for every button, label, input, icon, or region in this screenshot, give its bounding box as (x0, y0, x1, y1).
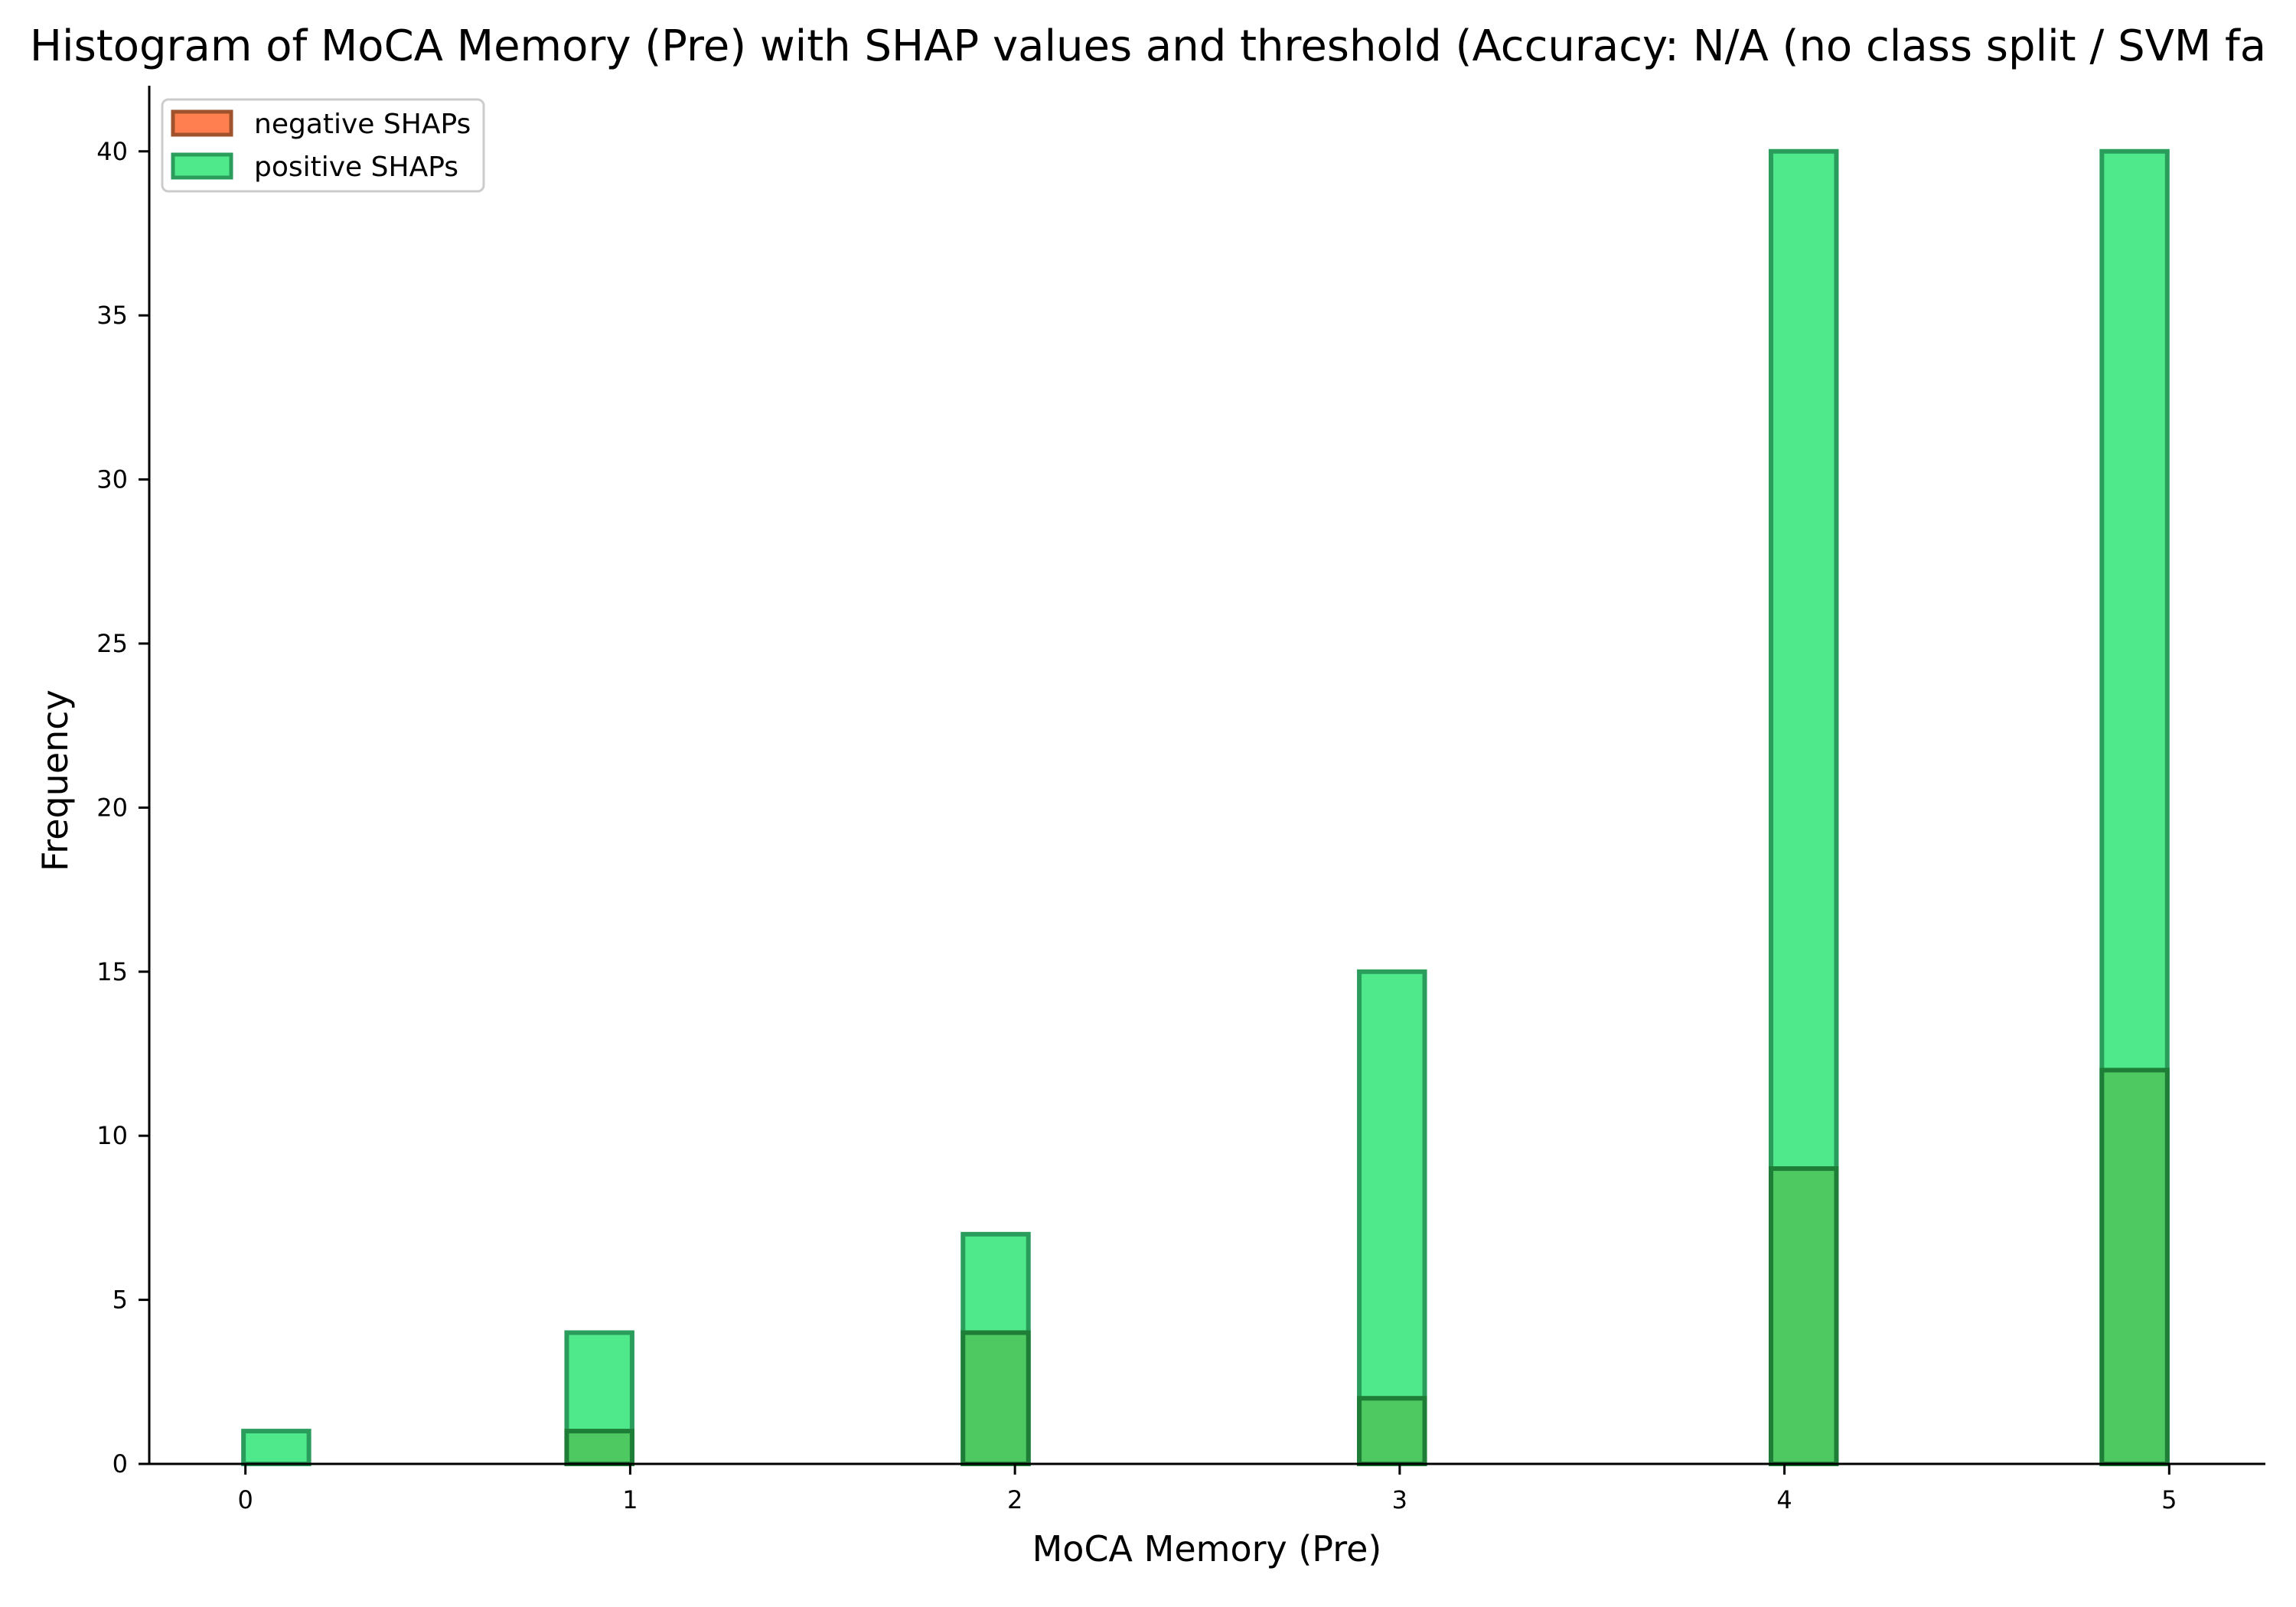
negative-bar-2 (1357, 1396, 1427, 1466)
axes-layer (148, 86, 2265, 1465)
x-tick-label: 0 (238, 1485, 253, 1514)
y-tick-label: 40 (96, 137, 128, 166)
x-tick-label: 4 (1776, 1485, 1792, 1514)
x-tick-label: 2 (1007, 1485, 1022, 1514)
negative-bar-4 (2099, 1068, 2170, 1466)
y-tick-label: 10 (96, 1121, 128, 1150)
y-tick-label: 5 (113, 1286, 128, 1315)
x-tick-label: 3 (1392, 1485, 1407, 1514)
negative-bar-0 (564, 1429, 634, 1466)
y-tick-label: 35 (96, 301, 128, 330)
bars-layer (241, 148, 2170, 1467)
x-axis-label: MoCA Memory (Pre) (1032, 1528, 1382, 1570)
legend-box (161, 98, 485, 193)
legend-swatch-positive (171, 152, 233, 180)
negative-bar-1 (960, 1330, 1031, 1466)
y-tick-label: 0 (113, 1449, 128, 1478)
negative-bar-3 (1768, 1166, 1839, 1466)
legend-label-negative: negative SHAPs (254, 109, 471, 140)
legend-label-positive: positive SHAPs (254, 152, 458, 183)
y-axis-label: Frequency (34, 689, 76, 872)
positive-bar-0 (241, 1429, 311, 1466)
ticks-layer: 0 1 2 3 4 5 0 5 10 15 20 25 30 35 40 (96, 137, 2177, 1514)
x-tick-label: 5 (2161, 1485, 2177, 1514)
chart-title: Histogram of MoCA Memory (Pre) with SHAP… (29, 21, 2267, 71)
legend-swatch-negative (171, 109, 233, 137)
y-tick-label: 15 (96, 957, 128, 986)
y-tick-label: 20 (96, 793, 128, 822)
y-tick-label: 30 (96, 465, 128, 494)
y-tick-label: 25 (96, 629, 128, 658)
positive-bar-3 (1357, 969, 1427, 1467)
x-tick-label: 1 (622, 1485, 638, 1514)
legend: negative SHAPs positive SHAPs (161, 98, 485, 193)
